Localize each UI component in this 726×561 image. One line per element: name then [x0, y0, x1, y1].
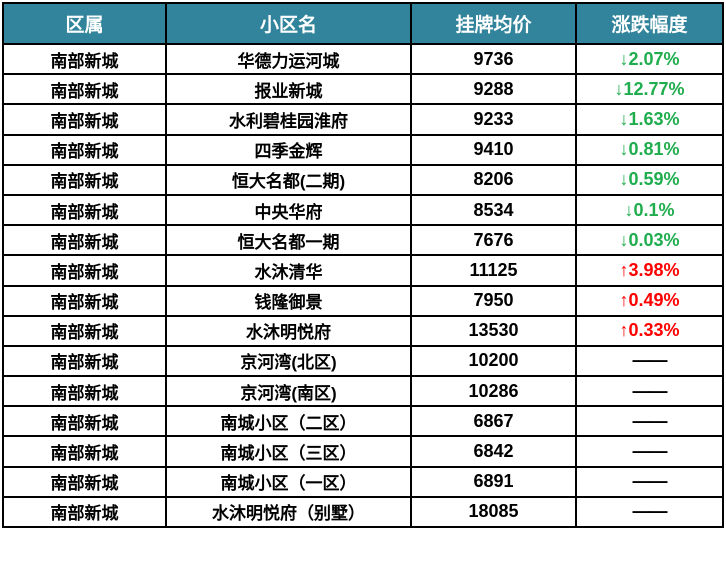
- table-row: 南部新城 报业新城 9288 ↓12.77%: [2, 73, 724, 106]
- cell-change: ——: [575, 435, 724, 468]
- cell-price: 8534: [410, 193, 577, 227]
- cell-price: 9288: [410, 73, 577, 106]
- cell-district: 南部新城: [2, 465, 167, 498]
- cell-district: 南部新城: [2, 42, 167, 76]
- table-row: 南部新城 四季金辉 9410 ↓0.81%: [2, 133, 724, 166]
- cell-price: 10200: [410, 344, 577, 378]
- cell-district: 南部新城: [2, 314, 167, 347]
- table-row: 南部新城 华德力运河城 9736 ↓2.07%: [2, 42, 724, 76]
- cell-district: 南部新城: [2, 224, 167, 257]
- cell-community: 钱隆御景: [165, 284, 412, 317]
- cell-change: ——: [575, 405, 724, 438]
- cell-community: 水利碧桂园淮府: [165, 103, 412, 136]
- table-body: 南部新城 华德力运河城 9736 ↓2.07% 南部新城 报业新城 9288 ↓12.77% 南…: [2, 42, 724, 529]
- cell-community: 恒大名都一期: [165, 224, 412, 257]
- cell-price: 6867: [410, 405, 577, 438]
- table-row: 南部新城 南城小区（二区） 6867 ——: [2, 405, 724, 438]
- cell-price: 8206: [410, 163, 577, 196]
- cell-community: 中央华府: [165, 193, 412, 227]
- cell-district: 南部新城: [2, 193, 167, 227]
- cell-price: 13530: [410, 314, 577, 347]
- cell-community: 水沐明悦府（别墅）: [165, 495, 412, 529]
- cell-change: ↓0.1%: [575, 193, 724, 227]
- cell-district: 南部新城: [2, 344, 167, 378]
- table-row: 南部新城 水沐清华 11125 ↑3.98%: [2, 254, 724, 287]
- cell-community: 南城小区（二区）: [165, 405, 412, 438]
- cell-district: 南部新城: [2, 254, 167, 287]
- col-header-community: 小区名: [165, 2, 412, 45]
- cell-district: 南部新城: [2, 435, 167, 468]
- cell-change: ——: [575, 344, 724, 378]
- cell-community: 水沐清华: [165, 254, 412, 287]
- table-row: 南部新城 京河湾(南区) 10286 ——: [2, 375, 724, 408]
- cell-change: ——: [575, 495, 724, 529]
- cell-change: ——: [575, 465, 724, 498]
- table-row: 南部新城 钱隆御景 7950 ↑0.49%: [2, 284, 724, 317]
- table-row: 南部新城 水沐明悦府（别墅） 18085 ——: [2, 495, 724, 529]
- cell-price: 18085: [410, 495, 577, 529]
- cell-price: 6842: [410, 435, 577, 468]
- cell-change: ↓0.81%: [575, 133, 724, 166]
- cell-community: 南城小区（一区）: [165, 465, 412, 498]
- cell-community: 华德力运河城: [165, 42, 412, 76]
- table-row: 南部新城 水沐明悦府 13530 ↑0.33%: [2, 314, 724, 347]
- cell-price: 9410: [410, 133, 577, 166]
- cell-community: 南城小区（三区）: [165, 435, 412, 468]
- table-row: 南部新城 恒大名都一期 7676 ↓0.03%: [2, 224, 724, 257]
- cell-change: ↓0.59%: [575, 163, 724, 196]
- col-header-district: 区属: [2, 2, 167, 45]
- listing-price-table: 区属 小区名 挂牌均价 涨跌幅度 南部新城 华德力运河城 9736 ↓2.07% 南部新…: [2, 2, 724, 529]
- cell-price: 9736: [410, 42, 577, 76]
- cell-community: 水沐明悦府: [165, 314, 412, 347]
- cell-change: ↑3.98%: [575, 254, 724, 287]
- cell-change: ——: [575, 375, 724, 408]
- table-row: 南部新城 水利碧桂园淮府 9233 ↓1.63%: [2, 103, 724, 136]
- cell-change: ↓12.77%: [575, 73, 724, 106]
- cell-change: ↓1.63%: [575, 103, 724, 136]
- cell-district: 南部新城: [2, 375, 167, 408]
- table-row: 南部新城 中央华府 8534 ↓0.1%: [2, 193, 724, 227]
- header-row: 区属 小区名 挂牌均价 涨跌幅度: [2, 2, 724, 45]
- cell-district: 南部新城: [2, 405, 167, 438]
- table-row: 南部新城 南城小区（一区） 6891 ——: [2, 465, 724, 498]
- cell-district: 南部新城: [2, 284, 167, 317]
- cell-price: 9233: [410, 103, 577, 136]
- col-header-price: 挂牌均价: [410, 2, 577, 45]
- cell-price: 7676: [410, 224, 577, 257]
- cell-community: 四季金辉: [165, 133, 412, 166]
- cell-community: 京河湾(北区): [165, 344, 412, 378]
- cell-district: 南部新城: [2, 73, 167, 106]
- cell-community: 京河湾(南区): [165, 375, 412, 408]
- cell-price: 7950: [410, 284, 577, 317]
- cell-district: 南部新城: [2, 103, 167, 136]
- cell-district: 南部新城: [2, 163, 167, 196]
- cell-price: 10286: [410, 375, 577, 408]
- cell-district: 南部新城: [2, 133, 167, 166]
- cell-price: 6891: [410, 465, 577, 498]
- cell-price: 11125: [410, 254, 577, 287]
- cell-change: ↑0.49%: [575, 284, 724, 317]
- cell-change: ↓2.07%: [575, 42, 724, 76]
- table-row: 南部新城 南城小区（三区） 6842 ——: [2, 435, 724, 468]
- cell-change: ↑0.33%: [575, 314, 724, 347]
- table-row: 南部新城 恒大名都(二期) 8206 ↓0.59%: [2, 163, 724, 196]
- table-row: 南部新城 京河湾(北区) 10200 ——: [2, 344, 724, 378]
- cell-district: 南部新城: [2, 495, 167, 529]
- col-header-change: 涨跌幅度: [575, 2, 724, 45]
- cell-community: 报业新城: [165, 73, 412, 106]
- cell-community: 恒大名都(二期): [165, 163, 412, 196]
- cell-change: ↓0.03%: [575, 224, 724, 257]
